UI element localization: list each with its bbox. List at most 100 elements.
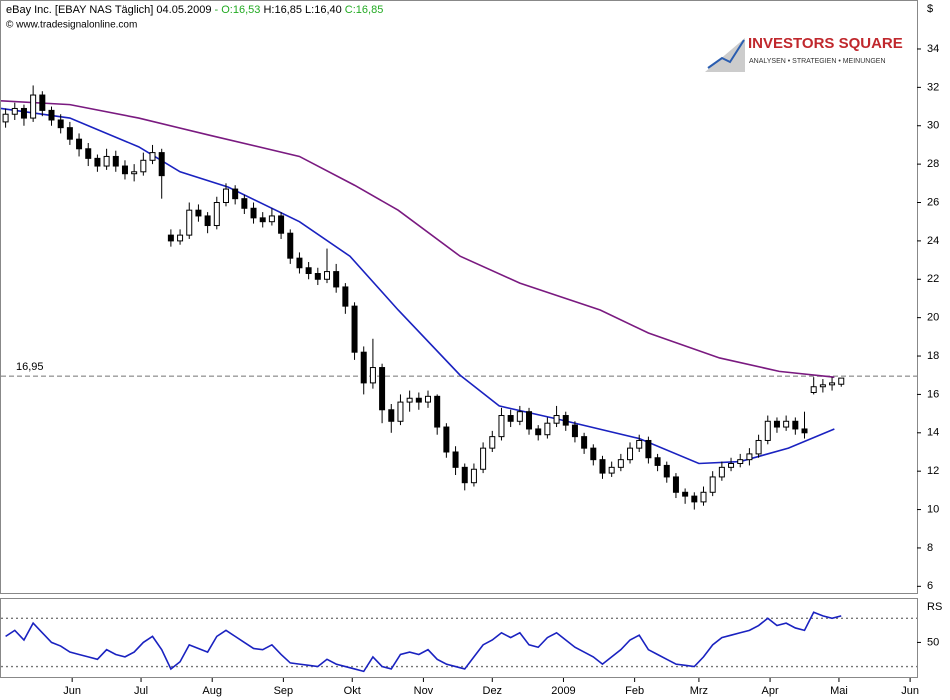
candle-body xyxy=(571,424,578,438)
candle-body xyxy=(415,397,422,403)
y-tick-label: 34 xyxy=(927,43,939,55)
rsi-line xyxy=(5,611,842,673)
x-tick-label: Dez xyxy=(483,685,503,697)
candle-body xyxy=(305,267,312,275)
y-tick-label: 12 xyxy=(927,465,939,477)
candle-body xyxy=(627,447,634,461)
candle-body xyxy=(296,257,303,269)
candle-body xyxy=(461,466,468,484)
candle-body xyxy=(654,457,661,466)
candle-body xyxy=(755,439,762,455)
x-tick-label: Mai xyxy=(830,685,848,697)
candle-body xyxy=(406,397,413,403)
header: eBay Inc. [EBAY NAS Täglich] 04.05.2009 … xyxy=(6,4,383,16)
candle-body xyxy=(379,367,386,411)
y-tick-label: 22 xyxy=(927,273,939,285)
x-tick-label: Sep xyxy=(274,685,294,697)
candle-body xyxy=(232,188,239,200)
header-part: - O:16,53 xyxy=(215,4,261,16)
candle-body xyxy=(544,422,551,436)
y-tick-label: 14 xyxy=(927,427,939,439)
candle-body xyxy=(590,447,597,461)
candle-body xyxy=(213,202,220,227)
candle-body xyxy=(2,113,9,123)
candle-body xyxy=(268,215,275,223)
candle-body xyxy=(562,415,569,426)
candle-body xyxy=(773,420,780,428)
candle-body xyxy=(278,215,285,234)
logo-name: INVESTORS SQUARE xyxy=(748,35,903,52)
candle-body xyxy=(314,273,321,280)
candle-body xyxy=(452,451,459,468)
candle-body xyxy=(700,491,707,503)
y-tick-label: 6 xyxy=(927,580,933,592)
price-panel xyxy=(0,0,918,594)
candle-body xyxy=(342,286,349,307)
candle-body xyxy=(425,395,432,403)
candle-body xyxy=(480,447,487,470)
candle-body xyxy=(222,188,229,204)
moving-average xyxy=(0,107,835,465)
x-tick-label: Feb xyxy=(625,685,644,697)
candle-body xyxy=(66,127,73,140)
candle-body xyxy=(131,171,138,175)
candle-body xyxy=(489,436,496,449)
candle-body xyxy=(829,382,836,386)
candle-body xyxy=(553,415,560,424)
candle-body xyxy=(241,198,248,209)
candle-body xyxy=(204,215,211,227)
x-tick-label: Okt xyxy=(344,685,361,697)
candle-body xyxy=(682,491,689,497)
x-tick-label: Jun xyxy=(63,685,81,697)
header-part: H:16,85 L:16,40 xyxy=(260,4,344,16)
candle-body xyxy=(581,436,588,449)
y-axis-label: $ xyxy=(927,3,933,15)
candle-body xyxy=(801,428,808,434)
x-tick-label: Mrz xyxy=(690,685,708,697)
candle-body xyxy=(140,159,147,173)
candle-body xyxy=(470,468,477,484)
y-tick-label: 28 xyxy=(927,158,939,170)
y-tick-label: 30 xyxy=(927,120,939,132)
y-tick-label: 16 xyxy=(927,388,939,400)
candle-body xyxy=(388,409,395,422)
candle-body xyxy=(121,165,128,175)
candle-body xyxy=(792,420,799,430)
candle-body xyxy=(434,395,441,428)
candle-body xyxy=(783,420,790,428)
candle-body xyxy=(718,466,725,478)
candle-body xyxy=(645,439,652,459)
x-tick-label: Apr xyxy=(762,685,779,697)
candle-body xyxy=(186,209,193,236)
x-tick-label: Jun xyxy=(901,685,919,697)
candle-body xyxy=(167,234,174,242)
candle-body xyxy=(333,271,340,288)
candle-body xyxy=(737,459,744,465)
header-part: eBay Inc. [EBAY NAS Täglich] 04.05.2009 xyxy=(6,4,215,16)
candle-body xyxy=(709,476,716,493)
candle-body xyxy=(838,377,845,385)
header-part: C:16,85 xyxy=(345,4,384,16)
candle-body xyxy=(526,411,533,430)
candle-body xyxy=(149,152,156,161)
candle-body xyxy=(158,152,165,177)
candle-body xyxy=(20,107,27,119)
candle-body xyxy=(57,119,64,129)
candle-body xyxy=(85,148,92,159)
y-tick-label: 50 xyxy=(927,636,939,648)
candle-body xyxy=(819,384,826,388)
candle-body xyxy=(39,94,46,111)
y-tick-label: 8 xyxy=(927,542,933,554)
candle-body xyxy=(259,217,266,223)
y-tick-label: 26 xyxy=(927,196,939,208)
candle-body xyxy=(728,463,735,468)
candle-body xyxy=(498,415,505,438)
candle-body xyxy=(608,466,615,474)
x-tick-label: Aug xyxy=(202,685,222,697)
candle-body xyxy=(691,495,698,503)
logo-tagline: ANALYSEN • STRATEGIEN • MEINUNGEN xyxy=(749,58,886,65)
candle-body xyxy=(599,459,606,474)
candle-body xyxy=(11,107,18,115)
candle-body xyxy=(351,305,358,353)
